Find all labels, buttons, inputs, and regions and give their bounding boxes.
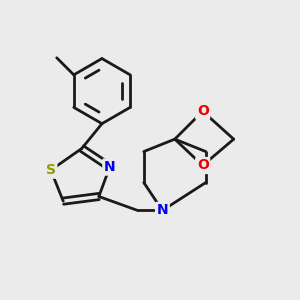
Text: N: N [157, 203, 168, 218]
Text: O: O [197, 158, 208, 172]
Text: N: N [104, 160, 116, 174]
Text: S: S [46, 163, 56, 177]
Text: O: O [197, 104, 208, 118]
